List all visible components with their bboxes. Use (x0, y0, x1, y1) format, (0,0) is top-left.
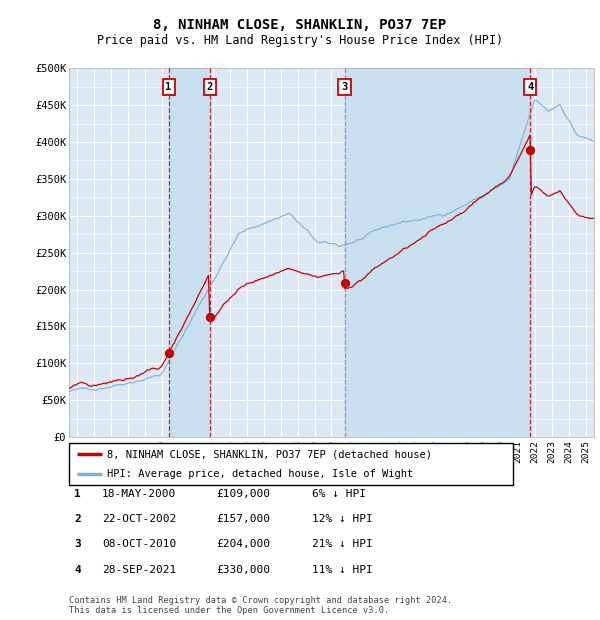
Text: 11% ↓ HPI: 11% ↓ HPI (312, 565, 373, 575)
Text: £157,000: £157,000 (216, 514, 270, 524)
Text: 4: 4 (527, 82, 533, 92)
Point (526, 144, 535, 154)
Text: £330,000: £330,000 (216, 565, 270, 575)
Text: 08-OCT-2010: 08-OCT-2010 (102, 539, 176, 549)
Text: HPI: Average price, detached house, Isle of Wight: HPI: Average price, detached house, Isle… (107, 469, 413, 479)
Point (164, 348, 173, 358)
Text: 2: 2 (206, 82, 213, 92)
Text: 1: 1 (166, 82, 172, 92)
Text: 12% ↓ HPI: 12% ↓ HPI (312, 514, 373, 524)
Text: 3: 3 (341, 82, 347, 92)
Text: 6% ↓ HPI: 6% ↓ HPI (312, 489, 366, 498)
Text: 1: 1 (74, 489, 81, 498)
Text: 22-OCT-2002: 22-OCT-2002 (102, 514, 176, 524)
Text: Contains HM Land Registry data © Crown copyright and database right 2024.
This d: Contains HM Land Registry data © Crown c… (69, 596, 452, 615)
Text: 18-MAY-2000: 18-MAY-2000 (102, 489, 176, 498)
Point (205, 312, 215, 322)
Bar (344, 68, 530, 437)
Text: Price paid vs. HM Land Registry's House Price Index (HPI): Price paid vs. HM Land Registry's House … (97, 34, 503, 46)
FancyBboxPatch shape (69, 443, 513, 485)
Text: 3: 3 (74, 539, 81, 549)
Point (340, 278, 349, 288)
Text: 28-SEP-2021: 28-SEP-2021 (102, 565, 176, 575)
Text: 8, NINHAM CLOSE, SHANKLIN, PO37 7EP: 8, NINHAM CLOSE, SHANKLIN, PO37 7EP (154, 18, 446, 32)
Bar (169, 68, 210, 437)
Text: 2: 2 (74, 514, 81, 524)
Text: £204,000: £204,000 (216, 539, 270, 549)
Text: 8, NINHAM CLOSE, SHANKLIN, PO37 7EP (detached house): 8, NINHAM CLOSE, SHANKLIN, PO37 7EP (det… (107, 449, 432, 459)
Text: 4: 4 (74, 565, 81, 575)
Text: £109,000: £109,000 (216, 489, 270, 498)
Text: 21% ↓ HPI: 21% ↓ HPI (312, 539, 373, 549)
